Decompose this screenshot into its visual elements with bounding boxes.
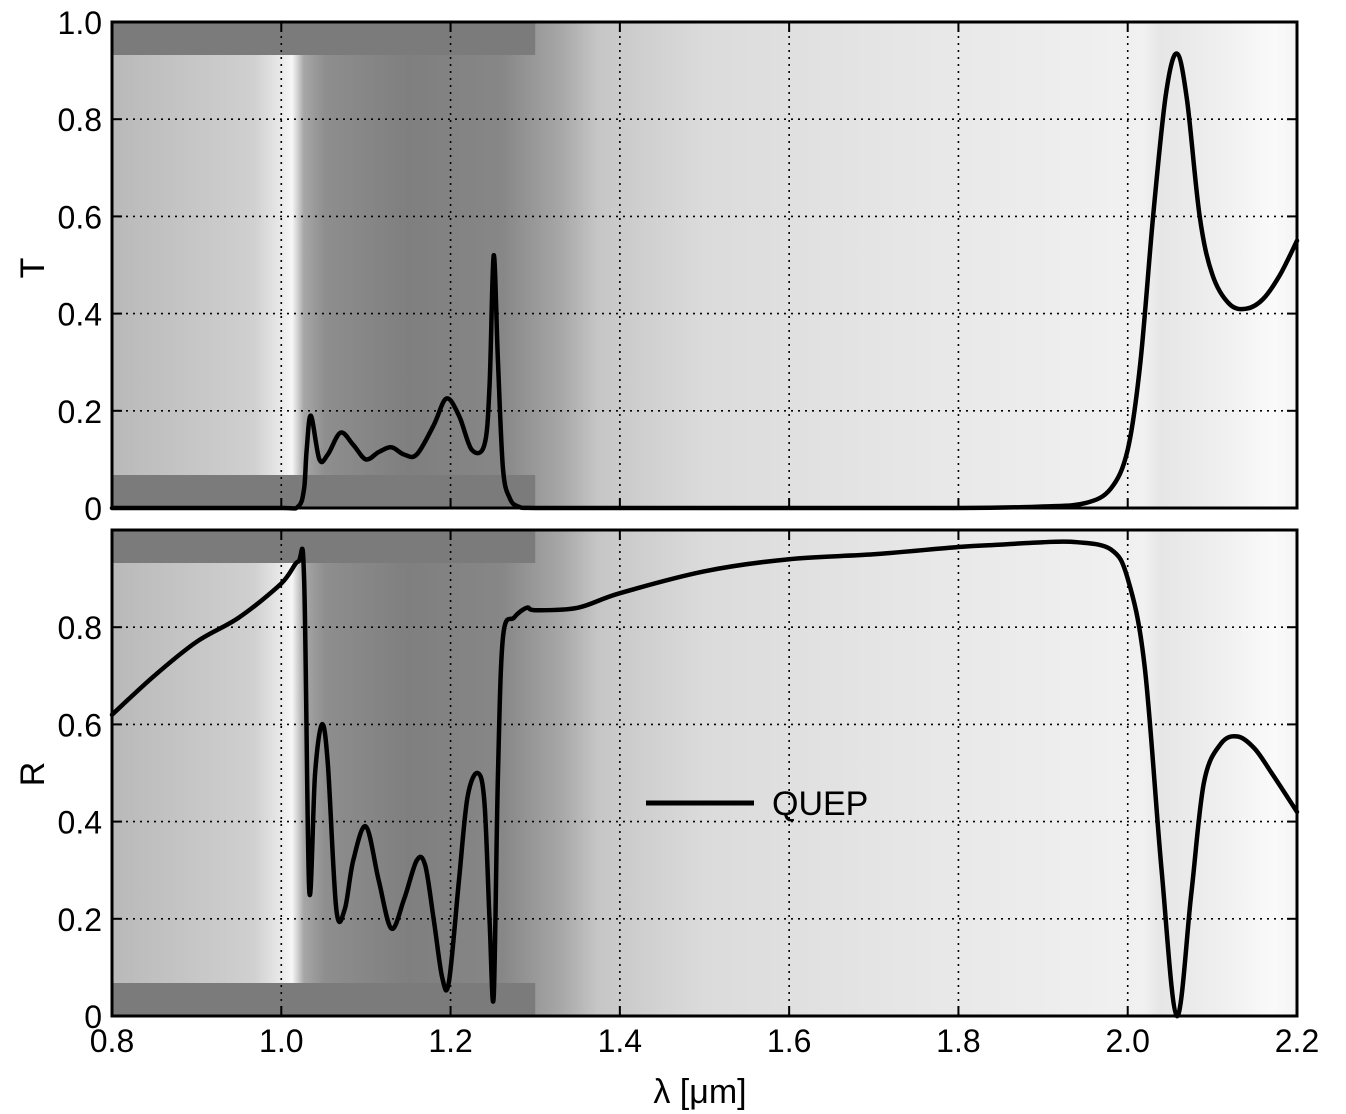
lower-gray-band [112, 475, 536, 508]
x-tick-label: 2.2 [1275, 1023, 1319, 1059]
y-tick-label: 0.2 [58, 394, 102, 430]
plot-background [112, 22, 1297, 508]
x-tick-label: 1.0 [259, 1023, 303, 1059]
x-tick-label: 1.4 [598, 1023, 642, 1059]
upper-gray-band [112, 22, 536, 55]
series-line-bottom [109, 539, 1300, 1019]
reflection-panel: 0 0.2 0.4 0.6 0.8 0.8 1.0 1.2 1.4 1.6 1.8 2.0 2.2 [58, 528, 1319, 1059]
plot-background [112, 530, 1297, 1016]
y-tick-label: 0 [84, 491, 102, 527]
y-axis-label-bottom: R [14, 762, 52, 787]
y-tick-label: 0.6 [58, 707, 102, 743]
x-tick-label: 2.0 [1105, 1023, 1149, 1059]
x-tick-label: 1.6 [767, 1023, 811, 1059]
y-tick-label: 0.6 [58, 199, 102, 235]
y-tick-label: 0.4 [58, 297, 102, 333]
y-tick-label: 1.0 [58, 5, 102, 41]
y-tick-label: 0.8 [58, 610, 102, 646]
legend: QUEP [646, 785, 868, 823]
plot-frame [110, 20, 1299, 510]
y-tick-label: 0.2 [58, 902, 102, 938]
transmission-panel: 0 0.2 0.4 0.6 0.8 1.0 [58, 5, 1300, 527]
x-tick-label: 1.8 [936, 1023, 980, 1059]
y-tick-label: 0.8 [58, 102, 102, 138]
series-line-top [109, 51, 1300, 511]
legend-label: QUEP [772, 785, 868, 823]
upper-gray-band [112, 530, 536, 563]
lower-gray-band [112, 983, 536, 1016]
plot-frame [110, 528, 1299, 1018]
x-axis-label: λ [μm] [653, 1073, 746, 1111]
x-tick-label: 1.2 [428, 1023, 472, 1059]
y-axis-label-top: T [14, 258, 52, 279]
y-tick-label: 0 [84, 999, 102, 1035]
y-tick-label: 0.4 [58, 805, 102, 841]
x-tick-label: 0.8 [90, 1023, 134, 1059]
